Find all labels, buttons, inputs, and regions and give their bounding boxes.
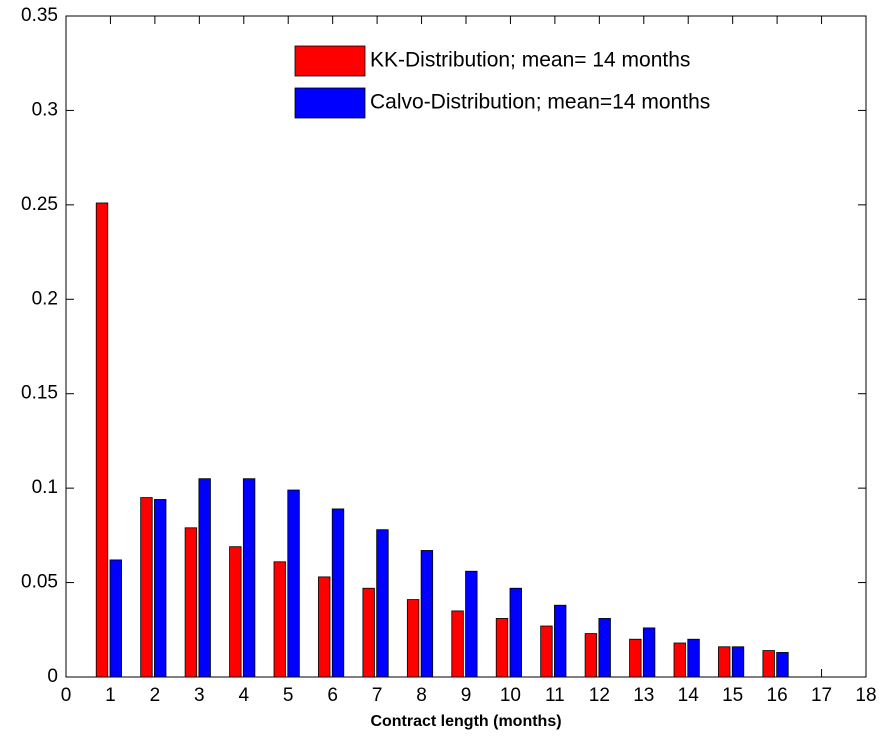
x-tick-label: 5 xyxy=(283,685,294,706)
bar xyxy=(451,610,464,678)
bar xyxy=(495,618,509,678)
x-tick-label: 7 xyxy=(372,685,383,706)
x-tick-label: 13 xyxy=(633,685,654,706)
x-tick-label: 15 xyxy=(722,685,743,706)
bar xyxy=(420,550,434,678)
legend-label: Calvo-Distribution; mean=14 months xyxy=(370,91,710,114)
bar xyxy=(140,497,153,678)
y-tick-label: 0.35 xyxy=(21,5,58,26)
bar xyxy=(287,489,300,678)
x-axis-label: Contract length (months) xyxy=(370,713,561,730)
x-tick-label: 18 xyxy=(855,685,876,706)
x-tick-label: 8 xyxy=(416,685,427,706)
bar xyxy=(731,646,745,678)
bar xyxy=(95,202,109,678)
bar xyxy=(687,638,700,678)
bar xyxy=(509,587,522,678)
bar xyxy=(331,508,345,678)
bar xyxy=(273,561,286,678)
bar xyxy=(154,499,167,678)
y-tick-label: 0 xyxy=(47,666,58,687)
bar xyxy=(318,576,331,678)
x-tick-label: 2 xyxy=(150,685,161,706)
bar xyxy=(673,642,686,678)
x-tick-label: 1 xyxy=(105,685,116,706)
y-tick-label: 0.05 xyxy=(21,572,58,593)
x-tick-label: 10 xyxy=(500,685,521,706)
y-tick-label: 0.1 xyxy=(32,477,58,498)
x-tick-label: 6 xyxy=(327,685,338,706)
bar xyxy=(629,638,642,678)
x-tick-label: 4 xyxy=(238,685,249,706)
bar xyxy=(229,546,242,678)
y-tick-label: 0.25 xyxy=(21,194,58,215)
bar xyxy=(642,627,656,678)
x-tick-label: 17 xyxy=(811,685,832,706)
bar xyxy=(406,599,420,678)
bar xyxy=(598,618,611,678)
bar xyxy=(718,646,731,678)
legend-label: KK-Distribution; mean= 14 months xyxy=(370,49,690,72)
bar xyxy=(465,570,478,678)
bar xyxy=(376,529,389,678)
y-tick-label: 0.15 xyxy=(21,383,58,404)
x-tick-label: 3 xyxy=(194,685,205,706)
bar xyxy=(554,604,567,678)
y-tick-label: 0.3 xyxy=(32,99,58,120)
x-tick-label: 12 xyxy=(589,685,610,706)
bar xyxy=(776,652,789,678)
x-tick-label: 11 xyxy=(545,685,565,706)
bar xyxy=(109,559,122,678)
bar xyxy=(184,527,198,678)
bar xyxy=(198,478,211,678)
bar xyxy=(540,625,553,678)
legend-swatch xyxy=(294,45,366,77)
y-tick-label: 0.2 xyxy=(32,288,58,309)
x-tick-label: 14 xyxy=(678,685,700,706)
bar xyxy=(762,650,775,678)
x-tick-label: 16 xyxy=(767,685,788,706)
bar xyxy=(362,587,375,678)
legend-swatch xyxy=(294,87,366,119)
x-tick-label: 0 xyxy=(61,685,72,706)
bar xyxy=(242,478,256,678)
x-tick-label: 9 xyxy=(461,685,472,706)
bar xyxy=(584,633,598,678)
